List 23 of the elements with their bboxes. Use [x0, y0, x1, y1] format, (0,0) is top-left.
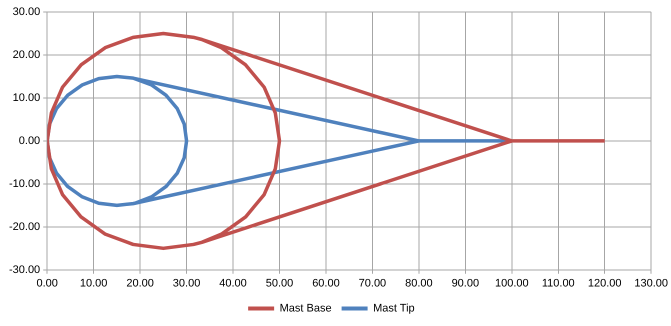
y-tick-label: 10.00	[12, 92, 40, 104]
x-tick-label: 20.00	[126, 277, 154, 290]
x-tick-label: 100.00	[494, 277, 529, 290]
y-tick-label: -20.00	[8, 220, 40, 233]
x-tick-label: 50.00	[266, 277, 294, 290]
x-tick-label: 90.00	[452, 277, 480, 290]
x-tick-label: 60.00	[312, 277, 340, 290]
legend-label: Mast Tip	[373, 302, 415, 315]
y-tick-label: -10.00	[8, 178, 40, 190]
x-tick-label: 30.00	[172, 277, 200, 290]
y-tick-label: 20.00	[12, 49, 40, 61]
legend-label: Mast Base	[280, 302, 332, 315]
x-tick-label: 120.00	[588, 277, 622, 290]
x-tick-label: 110.00	[542, 277, 575, 290]
x-tick-label: 70.00	[358, 277, 386, 290]
x-tick-label: 130.00	[634, 277, 668, 290]
x-tick-label: 80.00	[405, 277, 433, 290]
x-tick-label: 10.00	[80, 277, 108, 290]
y-tick-label: -30.00	[8, 264, 40, 276]
x-tick-label: 0.00	[36, 277, 58, 290]
y-tick-label: 30.00	[12, 6, 40, 18]
y-tick-label: 0.00	[18, 134, 40, 147]
x-tick-label: 40.00	[219, 277, 247, 290]
